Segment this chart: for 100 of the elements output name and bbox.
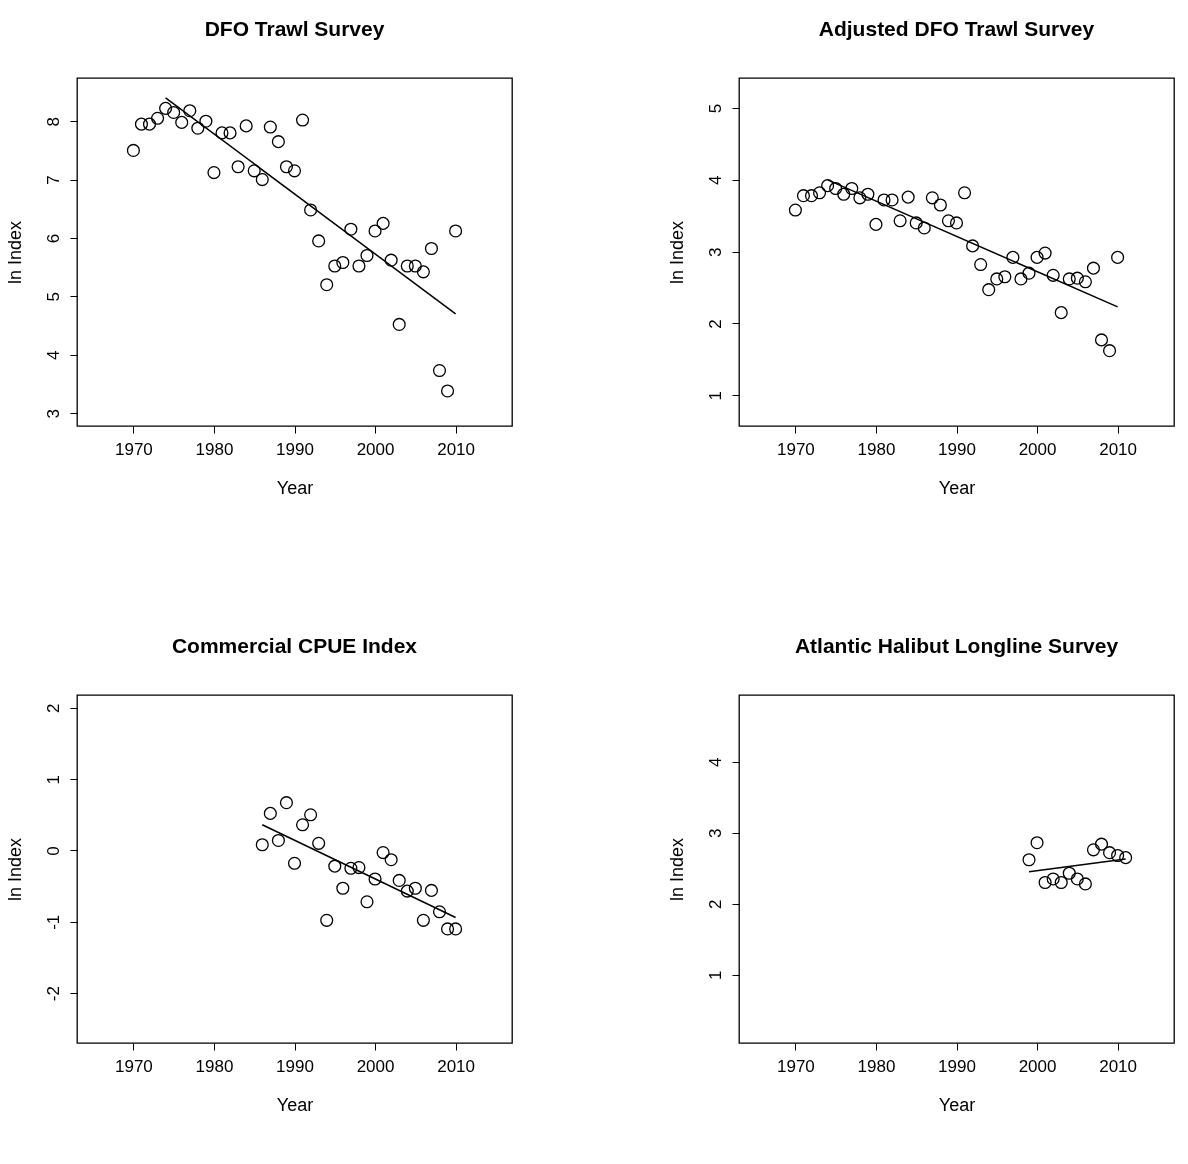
point <box>191 121 205 135</box>
point <box>853 191 867 205</box>
point <box>1054 875 1068 890</box>
point <box>845 181 859 196</box>
point <box>384 853 398 867</box>
x-axis-title: Year <box>276 1094 314 1115</box>
point <box>328 259 342 273</box>
point <box>376 216 390 230</box>
point <box>263 120 277 134</box>
point <box>949 216 964 230</box>
point <box>440 922 455 936</box>
point <box>933 198 947 212</box>
y-tick-label: 5 <box>43 292 63 302</box>
y-tick-label: 1 <box>43 774 63 785</box>
point <box>1022 266 1036 280</box>
point <box>837 187 851 201</box>
point <box>1062 866 1076 880</box>
point <box>344 861 358 875</box>
point <box>917 221 931 235</box>
x-tick-label: 1980 <box>195 439 234 459</box>
chart-title: DFO Trawl Survey <box>204 17 385 40</box>
point <box>1111 250 1125 264</box>
point <box>352 259 366 273</box>
y-axis-title: ln Index <box>666 837 687 902</box>
point <box>1078 275 1092 289</box>
point <box>1070 872 1084 886</box>
point <box>416 913 430 927</box>
x-tick-label: 2010 <box>1099 1056 1138 1076</box>
point <box>263 806 277 820</box>
y-tick-label: 4 <box>705 175 725 186</box>
point <box>287 164 302 178</box>
y-tick-label: 0 <box>43 846 63 856</box>
point <box>877 193 891 207</box>
y-axis-title: ln Index <box>666 220 687 285</box>
point <box>982 283 996 297</box>
point <box>384 253 398 267</box>
point <box>183 104 197 118</box>
x-tick-label: 1970 <box>776 439 815 459</box>
x-tick-label: 2000 <box>1018 439 1057 459</box>
point <box>885 193 899 207</box>
point <box>990 272 1004 286</box>
point <box>368 872 382 886</box>
y-tick-label: 2 <box>705 899 725 910</box>
point <box>1102 344 1117 358</box>
point <box>1030 250 1044 264</box>
point <box>1046 872 1060 886</box>
point <box>175 115 189 129</box>
x-tick-label: 2000 <box>1018 1056 1057 1076</box>
point <box>1094 837 1109 851</box>
y-tick-label: 5 <box>705 103 725 114</box>
point <box>1086 261 1101 275</box>
point <box>336 881 350 895</box>
point <box>1038 246 1052 260</box>
point <box>449 922 463 936</box>
point <box>440 384 455 398</box>
x-axis-title: Year <box>938 1094 976 1115</box>
y-tick-label: 3 <box>705 247 725 257</box>
point <box>957 186 972 200</box>
point <box>909 216 923 230</box>
point <box>804 189 819 203</box>
point <box>424 883 439 897</box>
point <box>821 179 835 193</box>
point <box>199 114 213 128</box>
y-tick-label: 6 <box>43 233 63 244</box>
point <box>1014 272 1028 286</box>
point <box>1078 877 1092 891</box>
point <box>150 111 165 125</box>
point <box>368 224 382 238</box>
point <box>287 856 302 870</box>
chart-title: Commercial CPUE Index <box>171 634 418 657</box>
point <box>974 258 988 272</box>
point <box>392 317 406 331</box>
point <box>215 126 229 140</box>
point <box>255 173 269 187</box>
point <box>432 363 447 378</box>
point <box>998 270 1012 284</box>
point <box>352 861 366 875</box>
point <box>861 187 875 201</box>
point <box>966 239 980 253</box>
x-tick-label: 2010 <box>1099 439 1138 459</box>
point <box>941 214 956 228</box>
point <box>796 189 811 203</box>
x-axis-title: Year <box>938 477 976 498</box>
point <box>424 241 439 256</box>
x-tick-label: 1990 <box>938 1056 976 1076</box>
x-tick-label: 1980 <box>195 1056 234 1076</box>
point <box>1119 851 1133 865</box>
point <box>400 259 414 273</box>
x-tick-label: 1990 <box>276 439 314 459</box>
point <box>328 859 342 873</box>
y-axis-title: ln Index <box>4 837 25 902</box>
point <box>223 126 237 140</box>
y-tick-label: -2 <box>43 986 63 1002</box>
y-tick-label: 3 <box>43 408 63 419</box>
point <box>344 222 358 236</box>
point <box>255 838 269 852</box>
y-tick-label: 1 <box>705 390 725 401</box>
x-tick-label: 1970 <box>776 1056 815 1076</box>
chart-title: Adjusted DFO Trawl Survey <box>818 17 1095 40</box>
point <box>376 846 390 860</box>
